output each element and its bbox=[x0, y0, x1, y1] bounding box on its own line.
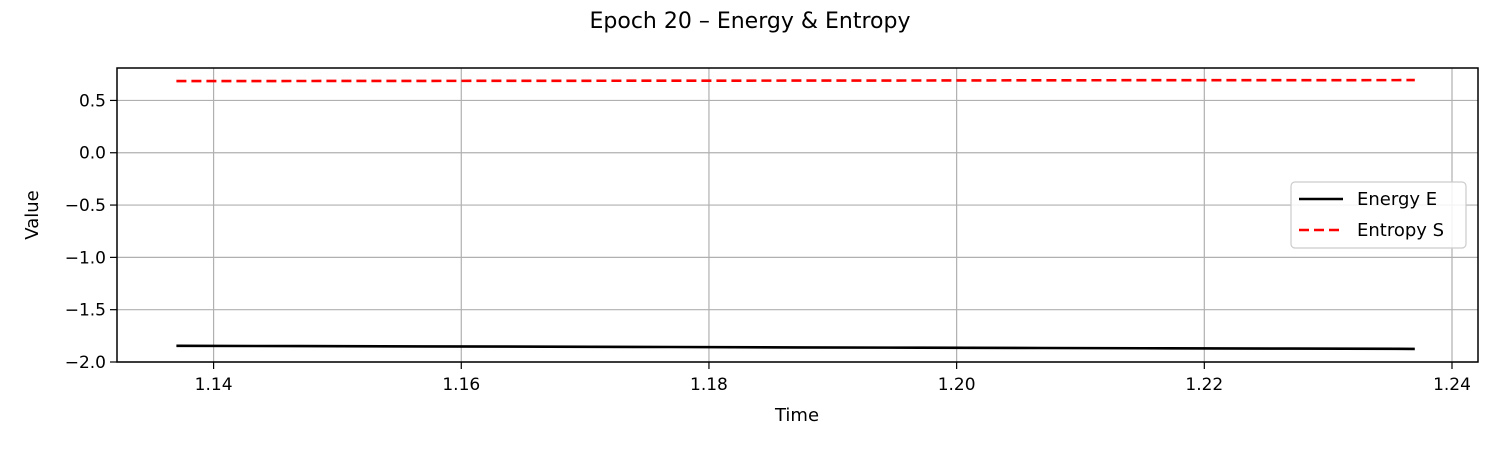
series-lines bbox=[176, 78, 1415, 351]
series-line-energy-e bbox=[176, 344, 1415, 351]
y-axis-label: Value bbox=[22, 190, 43, 239]
y-axis-ticks: −2.0 −1.5 −1.0 −0.5 0.0 0.5 bbox=[65, 91, 117, 373]
x-tick-label: 1.18 bbox=[690, 375, 728, 395]
series-line-entropy-s bbox=[176, 78, 1415, 83]
y-tick-label: −2.0 bbox=[65, 353, 106, 373]
y-tick-label: −1.0 bbox=[65, 248, 106, 268]
x-tick-label: 1.20 bbox=[938, 375, 976, 395]
x-axis-ticks: 1.14 1.16 1.18 1.20 1.22 1.24 bbox=[195, 362, 1471, 395]
y-tick-label: 0.5 bbox=[79, 91, 106, 111]
x-tick-label: 1.14 bbox=[195, 375, 233, 395]
y-tick-label: 0.0 bbox=[79, 144, 106, 164]
grid bbox=[117, 68, 1478, 363]
legend: Energy E Entropy S bbox=[1290, 181, 1467, 249]
x-tick-label: 1.16 bbox=[442, 375, 480, 395]
x-axis-label: Time bbox=[774, 405, 819, 426]
chart-title: Epoch 20 – Energy & Entropy bbox=[590, 9, 911, 34]
y-tick-label: −1.5 bbox=[65, 301, 106, 321]
legend-label: Energy E bbox=[1357, 189, 1437, 210]
plot-area-frame bbox=[116, 67, 1479, 363]
legend-label: Entropy S bbox=[1357, 220, 1444, 241]
x-tick-label: 1.24 bbox=[1433, 375, 1471, 395]
y-tick-label: −0.5 bbox=[65, 196, 106, 216]
x-tick-label: 1.22 bbox=[1185, 375, 1223, 395]
